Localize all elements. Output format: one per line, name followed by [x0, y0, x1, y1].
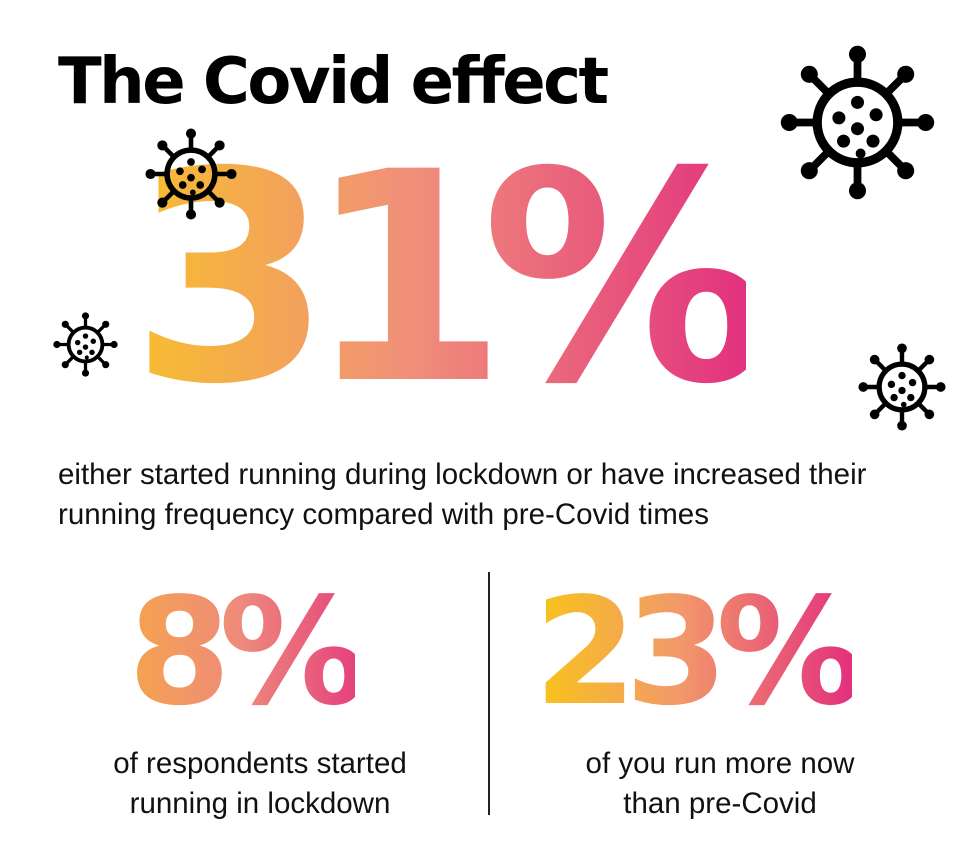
hero-stat-caption: either started running during lockdown o… — [58, 458, 867, 531]
virus-icon — [858, 343, 946, 431]
virus-icon — [53, 312, 118, 377]
stat-run-more-caption: of you run more now than pre-Covid — [520, 744, 920, 824]
virus-icon — [780, 45, 935, 200]
caption-line: running in lockdown — [129, 787, 391, 820]
hero-stat-value: 31% — [130, 111, 772, 448]
stat-run-more-value: 23% — [534, 566, 864, 738]
virus-icon — [145, 128, 237, 220]
caption-line: than pre-Covid — [623, 787, 817, 820]
caption-line: of respondents started — [113, 747, 407, 780]
stat-started-running-value: 8% — [128, 566, 367, 738]
page-title: The Covid effect — [58, 45, 609, 119]
divider — [488, 572, 490, 815]
caption-line: of you run more now — [585, 747, 855, 780]
stat-started-running-caption: of respondents started running in lockdo… — [60, 744, 460, 824]
